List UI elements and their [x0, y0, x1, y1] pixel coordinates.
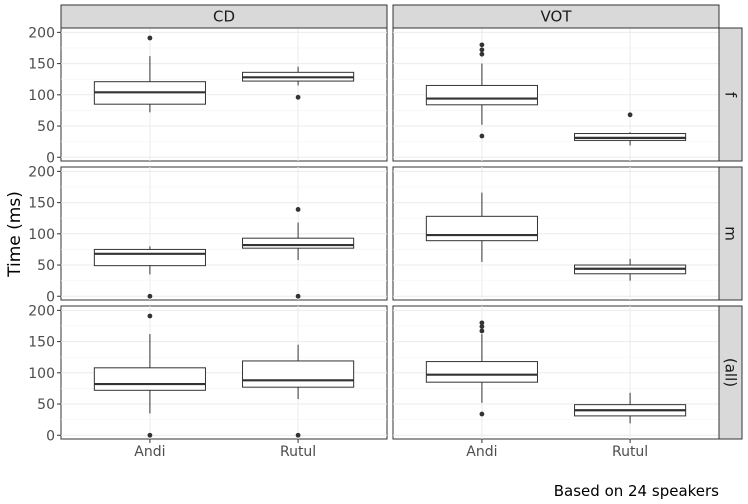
strip-m — [718, 166, 743, 301]
y-tick-label: 150 — [28, 335, 55, 351]
y-tick-label: 50 — [37, 397, 55, 413]
box-cd-f-rutul-outlier — [295, 94, 301, 100]
y-axis-title: Time (ms) — [5, 191, 25, 278]
strip-vot — [392, 4, 720, 29]
box-vot-f-rutul-outlier — [627, 112, 633, 118]
box-cd-m-andi-iqr — [93, 248, 206, 267]
box-cd-all-rutul-iqr — [242, 360, 355, 388]
x-tick-label-andi: Andi — [466, 444, 497, 460]
y-tick-label: 150 — [28, 196, 55, 212]
box-cd-f-andi-outlier — [147, 35, 153, 41]
x-tick-label-andi: Andi — [134, 444, 165, 460]
box-vot-all-andi-outlier — [479, 320, 485, 326]
y-tick-label: 200 — [28, 25, 55, 41]
y-tick-label: 0 — [46, 428, 55, 444]
box-vot-m-andi-iqr — [425, 215, 538, 242]
x-tick-label-rutul: Rutul — [612, 444, 648, 460]
axes-layer: 050100150200050100150200050100150200Andi… — [28, 25, 648, 460]
panel-data-cd-f — [93, 35, 355, 113]
y-tick-label: 200 — [28, 164, 55, 180]
y-tick-label: 50 — [37, 119, 55, 135]
panel-data-cd-m — [93, 207, 355, 299]
strip-cd — [60, 4, 388, 29]
panels-layer — [93, 35, 687, 438]
strip-all — [718, 305, 743, 440]
panel-data-vot-all — [425, 320, 687, 424]
panel-data-vot-f — [425, 42, 687, 146]
box-vot-f-andi-outlier — [479, 47, 485, 53]
box-cd-m-rutul-outlier — [295, 207, 301, 212]
y-tick-label: 50 — [37, 258, 55, 274]
strips-layer: CD VOT f m (all) — [60, 4, 743, 440]
box-vot-all-andi-outlier — [479, 324, 485, 330]
strip-label-f: f — [722, 92, 740, 98]
y-tick-label: 0 — [46, 150, 55, 166]
strip-label-all: (all) — [722, 358, 740, 387]
box-vot-f-andi-iqr — [425, 84, 538, 106]
box-vot-all-andi-outlier — [479, 411, 485, 417]
panel-data-vot-m — [425, 192, 687, 281]
box-cd-all-andi-outlier — [147, 432, 153, 438]
y-tick-label: 100 — [28, 88, 55, 104]
y-tick-label: 0 — [46, 289, 55, 305]
y-tick-label: 100 — [28, 227, 55, 243]
y-tick-label: 150 — [28, 57, 55, 73]
box-vot-all-andi-iqr — [425, 361, 538, 383]
caption: Based on 24 speakers — [554, 482, 719, 500]
strip-label-vot: VOT — [541, 8, 573, 26]
strip-label-cd: CD — [213, 8, 235, 26]
box-vot-all-andi-outlier — [479, 328, 485, 334]
box-cd-all-andi-outlier — [147, 313, 153, 319]
y-tick-label: 200 — [28, 303, 55, 319]
box-vot-f-andi-outlier — [479, 51, 485, 57]
box-cd-m-rutul-iqr — [242, 237, 355, 249]
strip-f — [718, 27, 743, 162]
y-tick-label: 100 — [28, 366, 55, 382]
box-cd-all-rutul-outlier — [295, 432, 301, 438]
box-vot-f-andi-outlier — [479, 133, 485, 139]
x-tick-label-rutul: Rutul — [280, 444, 316, 460]
box-cd-all-andi-iqr — [93, 367, 206, 391]
panel-data-cd-all — [93, 313, 355, 438]
box-cd-m-andi-outlier — [147, 293, 153, 299]
box-cd-m-rutul-outlier — [295, 293, 301, 299]
box-vot-f-andi-outlier — [479, 42, 485, 48]
strip-label-m: m — [722, 226, 740, 241]
